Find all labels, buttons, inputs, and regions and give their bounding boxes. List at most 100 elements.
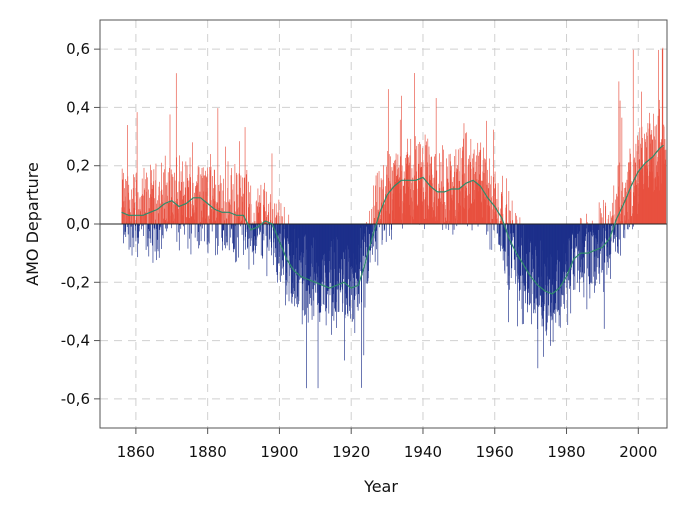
positive-bar bbox=[187, 178, 188, 224]
positive-bar bbox=[647, 123, 649, 224]
positive-bar bbox=[373, 218, 375, 224]
positive-bar bbox=[508, 191, 510, 224]
positive-bar bbox=[239, 187, 241, 224]
negative-bar bbox=[456, 224, 458, 227]
negative-bar bbox=[504, 224, 506, 274]
positive-bar bbox=[130, 221, 132, 224]
positive-bar bbox=[156, 203, 158, 224]
negative-bar bbox=[281, 224, 283, 269]
positive-bar bbox=[516, 219, 518, 224]
positive-bar bbox=[408, 165, 410, 224]
negative-bar bbox=[133, 224, 135, 248]
positive-bar bbox=[150, 164, 151, 224]
positive-bar bbox=[616, 196, 618, 224]
negative-bar bbox=[518, 224, 519, 280]
negative-bar bbox=[604, 224, 606, 239]
x-tick-label: 1880 bbox=[189, 443, 227, 461]
positive-bar bbox=[182, 195, 184, 224]
positive-bar bbox=[134, 220, 136, 224]
negative-bar bbox=[245, 224, 247, 233]
negative-bar bbox=[576, 224, 578, 283]
positive-bar bbox=[457, 165, 459, 224]
negative-bar bbox=[615, 224, 617, 237]
positive-bar bbox=[488, 182, 490, 224]
negative-bar bbox=[579, 224, 580, 293]
negative-bar bbox=[497, 224, 498, 234]
positive-bar bbox=[665, 149, 667, 224]
negative-bar bbox=[361, 224, 362, 388]
negative-bar bbox=[533, 224, 534, 269]
negative-bar bbox=[506, 224, 508, 267]
y-tick-label: -0,6 bbox=[61, 390, 90, 408]
negative-bar bbox=[568, 224, 570, 281]
negative-bar bbox=[126, 224, 128, 227]
positive-bar bbox=[199, 222, 201, 224]
x-tick-label: 2000 bbox=[619, 443, 657, 461]
negative-bar bbox=[509, 224, 511, 245]
positive-bar bbox=[187, 187, 189, 224]
negative-bar bbox=[331, 224, 332, 335]
positive-bar bbox=[418, 181, 420, 224]
positive-bar bbox=[381, 202, 383, 224]
negative-bar bbox=[448, 224, 450, 231]
negative-bar bbox=[179, 224, 181, 226]
negative-bar bbox=[372, 224, 373, 255]
negative-bar bbox=[152, 224, 153, 246]
negative-bar bbox=[370, 224, 372, 244]
positive-bar bbox=[598, 202, 600, 224]
positive-bar bbox=[146, 177, 148, 224]
positive-bar bbox=[127, 125, 128, 224]
positive-bar bbox=[242, 177, 243, 224]
positive-bar bbox=[258, 206, 260, 224]
negative-bar bbox=[332, 224, 334, 295]
positive-bar bbox=[138, 209, 140, 224]
positive-bar bbox=[605, 206, 607, 224]
negative-bar bbox=[236, 224, 238, 262]
negative-bar bbox=[312, 224, 314, 290]
positive-bar bbox=[283, 206, 285, 224]
negative-bar bbox=[127, 224, 129, 235]
positive-bar bbox=[153, 169, 155, 224]
negative-bar bbox=[337, 224, 338, 290]
negative-bar bbox=[352, 224, 353, 322]
positive-bar bbox=[634, 157, 635, 224]
negative-bar bbox=[553, 224, 555, 313]
positive-bar bbox=[400, 189, 402, 224]
positive-bar bbox=[445, 209, 446, 224]
negative-bar bbox=[139, 224, 140, 226]
positive-bar bbox=[387, 151, 389, 224]
positive-bar bbox=[144, 189, 145, 224]
positive-bar bbox=[637, 135, 638, 224]
positive-bar bbox=[131, 189, 132, 224]
negative-bar bbox=[241, 224, 243, 235]
positive-bar bbox=[457, 149, 459, 224]
negative-bar bbox=[361, 224, 363, 303]
positive-bar bbox=[250, 204, 252, 224]
positive-bar bbox=[192, 182, 194, 224]
negative-bar bbox=[194, 224, 196, 238]
negative-bar bbox=[376, 224, 377, 231]
positive-bar bbox=[126, 180, 127, 224]
positive-bar bbox=[166, 218, 167, 224]
positive-bar bbox=[235, 211, 237, 224]
positive-bar bbox=[391, 167, 393, 224]
positive-bar bbox=[257, 206, 258, 224]
negative-bar bbox=[189, 224, 190, 239]
negative-bar bbox=[273, 224, 275, 239]
positive-bar bbox=[510, 210, 511, 224]
positive-bar bbox=[264, 191, 266, 224]
negative-bar bbox=[231, 224, 233, 230]
positive-bar bbox=[388, 154, 390, 224]
x-tick-label: 1900 bbox=[260, 443, 298, 461]
negative-bar bbox=[623, 224, 625, 230]
negative-bar bbox=[500, 224, 502, 246]
positive-bar bbox=[417, 143, 419, 224]
positive-bar bbox=[221, 208, 223, 224]
positive-bar bbox=[443, 190, 445, 224]
negative-bar bbox=[125, 224, 127, 237]
negative-bar bbox=[269, 224, 271, 239]
negative-bar bbox=[507, 224, 508, 230]
positive-bar bbox=[157, 200, 158, 224]
positive-bar bbox=[465, 133, 466, 224]
positive-bar bbox=[600, 213, 602, 224]
